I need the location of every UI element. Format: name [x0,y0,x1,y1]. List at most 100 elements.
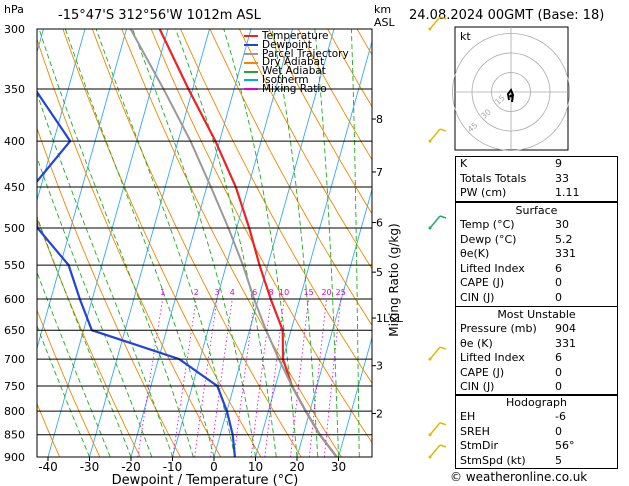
hodograph-storm-marker [509,94,513,98]
x-tick-label: 0 [210,460,218,474]
x-tick-label: 10 [248,460,263,474]
dry-adiabat-line [62,29,262,457]
panel-row: PW (cm) 1.11 [456,186,617,201]
legend-item: Dry Adiabat [244,56,349,69]
hpa-label: hPa [4,3,24,16]
panel-row-value: 331 [555,336,576,350]
panel-row-label: EH [460,410,476,423]
panel-row-value: 0 [555,380,562,394]
panel-row: θe(K) 331 [456,247,617,262]
legend-swatch [244,79,258,82]
pressure-tick-label: 900 [4,451,25,464]
km-tick-label: 8 [376,113,383,126]
wind-barb-flag [439,444,447,448]
legend-label: Wet Adiabat [262,65,326,78]
profile-parcel-trajectory [129,29,338,457]
mixing-ratio-label: 10 [279,288,289,297]
copyright-footer: © weatheronline.co.uk [450,470,588,484]
pressure-tick-label: 500 [4,222,25,235]
mixing-ratio-label: 6 [252,288,257,297]
panel-row-label: StmSpd (kt) [460,453,526,467]
panel-row-value: 0 [555,365,562,379]
pressure-tick-label: 800 [4,405,25,418]
location-title: -15°47'S 312°56'W 1012m ASL [58,8,261,23]
isotherm-line [37,29,127,350]
pressure-tick-label: 550 [4,259,25,272]
legend-swatch [244,61,258,64]
wind-barb-flag [439,422,447,426]
panel-row-label: CAPE (J) [460,365,505,379]
panel-row-value: -6 [555,410,566,423]
mixing-ratio-label: 3 [214,288,219,297]
hodograph-panel: Hodograph EH -6 SREH 0 StmDir 56° StmSpd (kt) 5 [455,394,618,470]
km-tick-label: 1LCL [376,312,404,325]
pressure-tick-label: 650 [4,324,25,337]
x-tick-label: -30 [80,460,100,474]
panel-title: Hodograph [506,396,567,409]
x-tick-label: 20 [289,460,304,474]
legend-item: Temperature [244,30,349,42]
panel-row-value: 904 [555,322,576,335]
panel-title: Surface [515,204,558,217]
wind-barb-flag [439,16,447,20]
panel-row-value: 56° [555,439,575,453]
panel-row-label: Dewp (°C) [460,232,517,246]
panel-row-label: Lifted Index [460,351,525,365]
legend-label: Dewpoint [262,38,312,51]
surface-panel: Surface Temp (°C) 30 Dewp (°C) 5.2 θe(K) 331 Li… [455,202,618,307]
pressure-tick-label: 850 [4,429,25,442]
mixing-ratio-label: 4 [230,288,235,297]
panel-row-label: Temp (°C) [460,218,515,231]
panel-row-label: SREH [460,424,490,438]
km-label: km [374,3,392,16]
mixing-ratio-label: 20 [321,288,331,297]
panel-row: Dewp (°C) 5.2 [456,233,617,248]
km-tick-label: 5 [376,266,383,279]
legend-label: Temperature [262,30,329,42]
panel-row: CAPE (J) 0 [456,276,617,291]
legend-item: Parcel Trajectory [244,48,349,59]
wet-adiabat-line [350,29,360,457]
hodograph-ring-label: 15 [493,93,507,106]
wind-barb-flag [439,215,447,219]
wind-barb-base [428,226,432,230]
pressure-tick-label: 350 [4,83,25,96]
wind-barb-base [428,455,432,459]
isotherm-line [0,29,2,457]
legend-swatch [244,44,258,47]
panel-row-value: 0 [555,290,562,304]
km-tick-label: 6 [376,217,383,230]
panel-row-value: 6 [555,261,562,275]
wind-barb-flag [439,346,447,350]
mixing-ratio-line [172,298,197,457]
panel-row: CIN (J) 0 [456,291,617,306]
panel-row-label: CIN (J) [460,380,495,394]
mixing-ratio-label: 1 [160,288,165,297]
panel-row: Pressure (mb) 904 [456,322,617,337]
panel-row-value: 0 [555,424,562,438]
panel-row: Lifted Index 6 [456,351,617,366]
panel-row: CAPE (J) 0 [456,366,617,381]
mixing-ratio-label: 25 [336,288,346,297]
panel-row-label: Pressure (mb) [460,322,537,335]
hodograph-kt-label: kt [460,30,471,43]
x-tick-label: -10 [163,460,183,474]
km-tick-label: 7 [376,166,383,179]
panel-row-label: θe(K) [460,247,490,261]
panel-row: EH -6 [456,410,617,425]
panel-row: θe (K) 331 [456,337,617,352]
indices-panel: K 9 Totals Totals 33 PW (cm) 1.11 [455,156,618,202]
wet-adiabat-line [132,29,256,457]
isotherm-line [37,29,86,202]
mixing-ratio-label: 15 [304,288,314,297]
x-tick-label: -40 [38,460,58,474]
km-tick-label: 3 [376,360,383,373]
panel-title: Most Unstable [497,308,576,321]
plot-frame [36,28,373,458]
legend-label: Dry Adiabat [262,56,325,69]
hodograph-frame [454,26,569,151]
panel-row: Temp (°C) 30 [456,218,617,233]
panel-row-value: 33 [555,171,569,185]
